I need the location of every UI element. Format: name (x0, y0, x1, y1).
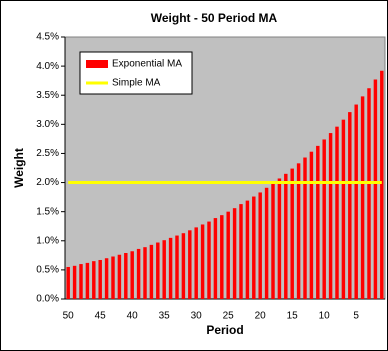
y-tick-label: 3.0% (36, 119, 59, 130)
x-tick-label: 20 (255, 311, 267, 322)
bar (72, 265, 77, 299)
chart-title: Weight - 50 Period MA (151, 11, 278, 25)
bar (290, 168, 294, 299)
bar (335, 126, 339, 299)
y-tick-label: 0.5% (36, 265, 59, 276)
bar (341, 119, 346, 299)
bar (136, 248, 141, 299)
bar (220, 215, 224, 299)
legend-label: Exponential MA (112, 59, 182, 70)
bar (284, 173, 288, 299)
bar (188, 230, 192, 299)
x-tick-label: 35 (159, 311, 171, 322)
bar (271, 183, 275, 299)
bar (316, 145, 320, 299)
bar (130, 251, 134, 299)
bar (66, 266, 70, 299)
bar (104, 258, 109, 299)
y-tick-label: 4.5% (36, 32, 59, 43)
bar (328, 133, 333, 299)
y-tick-label: 0.0% (36, 294, 59, 305)
y-tick-label: 3.5% (36, 90, 59, 101)
bar (85, 262, 90, 299)
bar (200, 224, 205, 299)
bar (348, 112, 352, 300)
bar (277, 178, 282, 299)
bar (143, 247, 147, 299)
bar (168, 237, 173, 299)
bar (149, 244, 154, 299)
bar (181, 233, 186, 299)
bar (373, 79, 378, 299)
bar (322, 139, 326, 299)
y-tick-label: 1.0% (36, 235, 59, 246)
bar (232, 208, 237, 299)
bar (92, 261, 96, 299)
bar (162, 240, 166, 299)
bar (111, 256, 115, 299)
bar (79, 264, 83, 299)
bar (367, 88, 371, 299)
bar (252, 196, 256, 299)
bar (360, 96, 365, 300)
x-tick-label: 15 (287, 311, 299, 322)
bar (124, 253, 128, 299)
x-tick-label: 5 (353, 311, 359, 322)
bar (194, 227, 198, 299)
x-tick-label: 45 (95, 311, 107, 322)
y-tick-label: 2.0% (36, 177, 59, 188)
bar (309, 151, 314, 299)
bar (117, 254, 122, 299)
bar (239, 204, 243, 299)
bar (213, 218, 218, 299)
y-tick-label: 1.5% (36, 206, 59, 217)
bar (156, 242, 160, 299)
y-axis-label: Weight (12, 148, 26, 188)
x-axis-label: Period (206, 323, 243, 337)
legend-swatch (86, 60, 108, 68)
bar (258, 192, 262, 299)
x-tick-label: 30 (191, 311, 203, 322)
bar (303, 157, 307, 299)
bar (380, 70, 384, 299)
bar (207, 221, 211, 299)
bar (226, 211, 230, 299)
legend-label: Simple MA (112, 78, 161, 89)
bar (264, 187, 269, 299)
bar (175, 235, 179, 299)
y-tick-label: 4.0% (36, 61, 59, 72)
bar (296, 163, 301, 299)
x-tick-label: 40 (127, 311, 139, 322)
x-tick-label: 10 (319, 311, 331, 322)
bar (354, 104, 358, 299)
legend-box (79, 51, 193, 95)
bar (245, 200, 250, 299)
bar (98, 259, 102, 299)
x-tick-label: 25 (223, 311, 235, 322)
y-tick-label: 2.5% (36, 148, 59, 159)
x-tick-label: 50 (63, 311, 75, 322)
